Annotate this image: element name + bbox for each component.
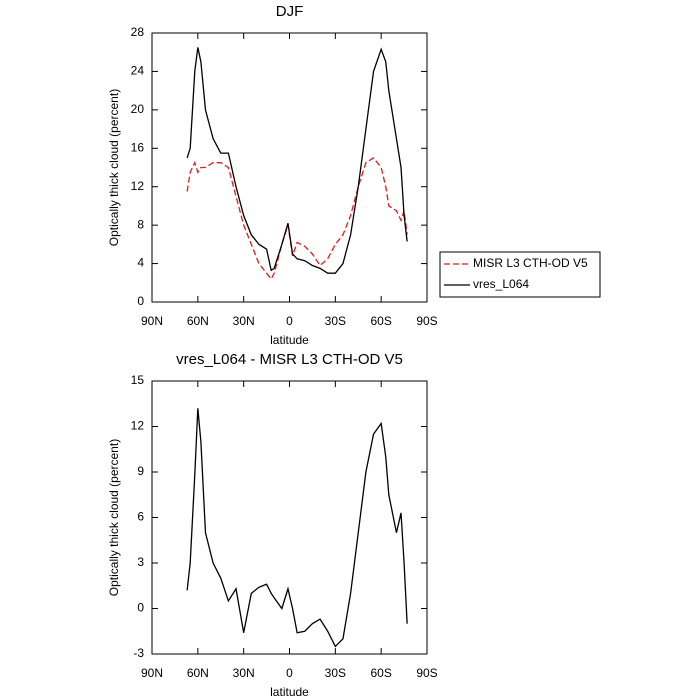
x-tick-label: 90N xyxy=(141,666,163,680)
y-tick-label: 16 xyxy=(131,140,145,154)
data-line xyxy=(186,157,408,281)
x-tick-label: 60S xyxy=(370,314,391,328)
data-line xyxy=(186,47,408,274)
y-tick-label: 12 xyxy=(131,179,145,193)
y-tick-label: 0 xyxy=(137,601,144,615)
y-tick-label: 9 xyxy=(137,464,144,478)
x-tick-label: 60S xyxy=(370,666,391,680)
x-tick-label: 30S xyxy=(325,314,346,328)
x-tick-label: 90S xyxy=(416,314,437,328)
plot-frame xyxy=(151,32,428,303)
y-tick-label: 8 xyxy=(137,217,144,231)
legend-box xyxy=(439,251,601,298)
y-tick-label: 15 xyxy=(131,373,145,387)
y-tick-label: 12 xyxy=(131,419,145,433)
y-tick-label: 28 xyxy=(131,25,145,39)
x-tick-label: 30S xyxy=(325,666,346,680)
x-axis-label: latitude xyxy=(270,685,309,699)
x-tick-label: 30N xyxy=(233,666,255,680)
legend-label: MISR L3 CTH-OD V5 xyxy=(473,256,588,270)
chart-title: vres_L064 - MISR L3 CTH-OD V5 xyxy=(176,351,403,368)
y-axis-label: Optically thick cloud (percent) xyxy=(107,439,121,596)
plot-frame xyxy=(151,380,428,655)
data-line xyxy=(186,408,408,648)
y-tick-label: 24 xyxy=(131,64,145,78)
x-axis-label: latitude xyxy=(270,333,309,347)
y-axis-label: Optically thick cloud (percent) xyxy=(107,89,121,246)
x-tick-label: 0 xyxy=(286,666,293,680)
x-tick-label: 90N xyxy=(141,314,163,328)
x-tick-label: 30N xyxy=(233,314,255,328)
x-tick-label: 60N xyxy=(187,314,209,328)
chart-title: DJF xyxy=(276,3,304,20)
x-tick-label: 90S xyxy=(416,666,437,680)
y-tick-label: 0 xyxy=(137,294,144,308)
y-tick-label: 4 xyxy=(137,256,144,270)
y-tick-label: 3 xyxy=(137,555,144,569)
y-tick-label: 6 xyxy=(137,510,144,524)
x-tick-label: 0 xyxy=(286,314,293,328)
y-tick-label: -3 xyxy=(133,646,144,660)
x-tick-label: 60N xyxy=(187,666,209,680)
y-tick-label: 20 xyxy=(131,102,145,116)
legend-label: vres_L064 xyxy=(473,277,529,291)
